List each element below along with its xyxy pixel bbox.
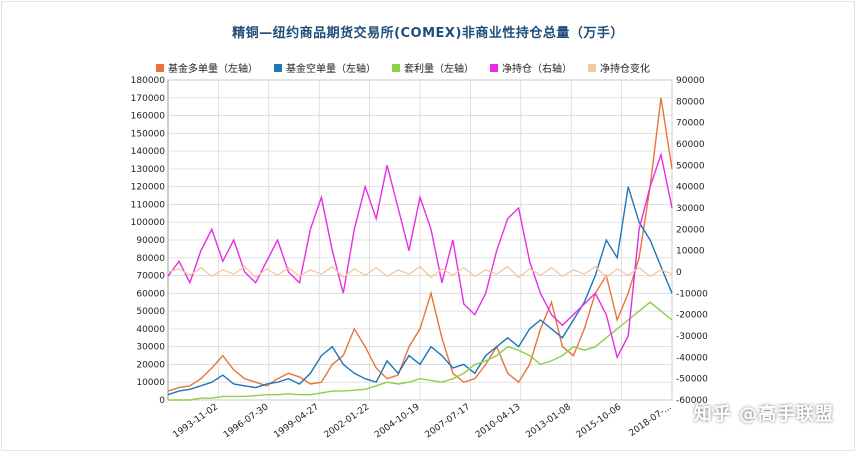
left-tick-label: 150000	[131, 129, 166, 139]
series-line	[167, 186, 673, 396]
right-tick-label: -60000	[676, 396, 708, 406]
right-tick-label: 70000	[676, 119, 705, 129]
x-tick-label: 2010-04-13	[474, 402, 523, 440]
right-tick-label: 80000	[676, 97, 705, 107]
x-tick-label: 1996-07-30	[222, 402, 271, 440]
legend-swatch	[156, 63, 164, 72]
x-tick-label: 2015-10-06	[575, 402, 624, 440]
left-tick-label: 170000	[131, 94, 166, 104]
legend-swatch	[588, 63, 596, 72]
x-tick-label: 2018-07-...	[627, 402, 673, 439]
x-tick-label: 1999-04-27	[272, 402, 321, 440]
left-tick-label: 50000	[136, 307, 165, 317]
legend-label: 净持仓变化	[600, 64, 650, 75]
right-tick-label: -10000	[676, 289, 708, 299]
left-tick-label: 160000	[131, 112, 166, 122]
left-tick-label: 110000	[131, 200, 166, 210]
left-tick-label: 120000	[131, 183, 166, 193]
right-tick-label: 50000	[676, 161, 705, 171]
legend-item[interactable]: 净持仓（右轴）	[490, 60, 572, 75]
left-tick-label: 100000	[131, 218, 166, 228]
left-tick-label: 130000	[131, 165, 166, 175]
left-tick-label: 30000	[136, 343, 165, 353]
right-tick-label: -50000	[676, 375, 708, 385]
chart-legend: 基金多单量（左轴） 基金空单量（左轴） 套利量（左轴） 净持仓（右轴） 净持仓变化	[156, 60, 650, 75]
right-tick-label: 0	[676, 268, 682, 278]
left-tick-label: 70000	[136, 272, 165, 282]
right-tick-label: -40000	[676, 353, 708, 363]
series-line	[167, 97, 673, 392]
x-tick-label: 2004-10-19	[373, 402, 422, 440]
legend-swatch	[392, 63, 400, 72]
left-tick-label: 10000	[136, 378, 165, 388]
watermark: 知乎 @高手联盟	[693, 404, 834, 425]
series-line	[168, 301, 673, 401]
left-tick-label: 180000	[131, 76, 166, 86]
legend-label: 净持仓（右轴）	[502, 64, 572, 75]
x-tick-label: 2007-07-17	[424, 402, 473, 440]
left-tick-label: 80000	[136, 254, 165, 264]
legend-item[interactable]: 基金多单量（左轴）	[156, 60, 258, 75]
legend-item[interactable]: 套利量（左轴）	[392, 60, 474, 75]
legend-swatch	[274, 63, 282, 72]
x-tick-label: 2002-01-22	[323, 402, 372, 440]
right-tick-label: -30000	[676, 332, 708, 342]
right-tick-label: 30000	[676, 204, 705, 214]
legend-label: 套利量（左轴）	[404, 64, 474, 75]
x-tick-label: 2013-01-08	[524, 402, 573, 440]
right-tick-label: -20000	[676, 311, 708, 321]
left-tick-label: 60000	[136, 289, 165, 299]
right-tick-label: 90000	[676, 76, 705, 86]
left-tick-label: 0	[159, 396, 165, 406]
legend-label: 基金空单量（左轴）	[286, 64, 376, 75]
series-line	[167, 265, 673, 279]
right-tick-label: 60000	[676, 140, 705, 150]
chart-title: 精铜—纽约商品期货交易所(COMEX)非商业性持仓总量（万手）	[232, 26, 624, 41]
left-tick-label: 20000	[136, 360, 165, 370]
legend-swatch	[490, 63, 498, 72]
legend-label: 基金多单量（左轴）	[168, 64, 258, 75]
left-tick-label: 140000	[131, 147, 166, 157]
left-tick-label: 40000	[136, 325, 165, 335]
legend-item[interactable]: 基金空单量（左轴）	[274, 60, 376, 75]
legend-item[interactable]: 净持仓变化	[588, 60, 650, 75]
right-tick-label: 10000	[676, 247, 705, 257]
left-tick-label: 90000	[136, 236, 165, 246]
x-tick-label: 1993-11-02	[172, 402, 221, 440]
series-line	[167, 152, 673, 360]
right-tick-label: 40000	[676, 183, 705, 193]
right-tick-label: 20000	[676, 225, 705, 235]
